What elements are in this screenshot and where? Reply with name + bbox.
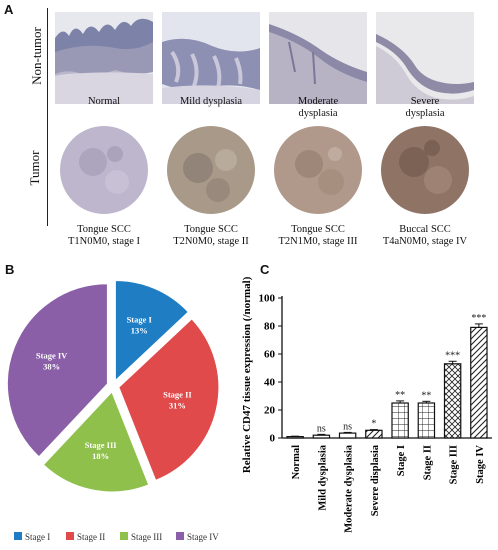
caption-line: T4aN0M0, stage IV — [382, 236, 468, 247]
y-tick-label: 40 — [264, 377, 276, 389]
row-label-divider — [47, 8, 48, 226]
caption-tongue-scc-stage-ii: Tongue SCC T2N0M0, stage II — [153, 224, 269, 248]
legend-swatch — [176, 532, 184, 540]
significance-label: *** — [445, 350, 460, 361]
bar-1 — [286, 436, 304, 439]
significance-label: ** — [395, 390, 405, 401]
micrograph-buccal-scc-stage-iv — [376, 124, 474, 216]
caption-tongue-scc-stage-i: Tongue SCC T1N0M0, stage I — [46, 224, 162, 248]
pie-slice-stage-i — [114, 279, 189, 382]
y-tick-label: 0 — [270, 433, 276, 445]
legend-item: Stage I — [14, 532, 50, 542]
bar-8 — [470, 326, 488, 439]
caption-line: Mild dysplasia — [179, 96, 243, 107]
pie-slice-label: Stage IV — [36, 351, 68, 361]
caption-line: T2N1M0, stage III — [278, 236, 358, 247]
pie-slice-stage-iii — [42, 390, 150, 493]
panel-c-letter: C — [260, 262, 270, 277]
caption-line: dysplasia — [405, 108, 445, 119]
pie-slice-label: Stage II — [163, 389, 192, 399]
y-tick-label: 60 — [264, 349, 276, 361]
micrograph-tongue-scc-stage-ii — [162, 124, 260, 216]
pie-slice-value-label: 18% — [92, 451, 109, 461]
significance-label: ** — [421, 390, 431, 401]
significance-label: ns — [343, 421, 352, 432]
micrograph-mild-dysplasia — [162, 12, 260, 104]
x-tick-label: Stage IV — [475, 445, 486, 484]
bar-5 — [391, 402, 409, 439]
micrograph-moderate-dysplasia — [269, 12, 367, 104]
legend-label: Stage III — [131, 532, 162, 542]
legend-item: Stage II — [66, 532, 105, 542]
caption-severe-dysplasia: Severe dysplasia — [367, 96, 483, 120]
micrograph-tongue-scc-stage-i — [55, 124, 153, 216]
significance-label: ns — [317, 423, 326, 434]
pie-slice-stage-ii — [118, 318, 220, 481]
legend-label: Stage IV — [187, 532, 219, 542]
x-tick-label: Moderate dysplasia — [344, 444, 355, 533]
micrograph-tongue-scc-stage-iii — [269, 124, 367, 216]
pie-slice-label: Stage III — [85, 440, 118, 450]
caption-line: Tongue SCC — [77, 224, 131, 235]
bar-4 — [365, 429, 383, 439]
micrograph-severe-dysplasia — [376, 12, 474, 104]
y-axis-title: Relative CD47 tissue expression (/normal… — [241, 274, 253, 473]
bar-chart: 0 20 40 60 80 100 Relative CD47 tissue express… — [241, 274, 492, 533]
caption-tongue-scc-stage-iii: Tongue SCC T2N1M0, stage III — [260, 224, 376, 248]
caption-buccal-scc-stage-iv: Buccal SCC T4aN0M0, stage IV — [367, 224, 483, 248]
pie-slice-value-label: 38% — [43, 362, 60, 372]
caption-line: Severe — [410, 96, 440, 107]
bar-6 — [417, 402, 436, 439]
caption-line: T2N0M0, stage II — [173, 236, 249, 247]
caption-line: Tongue SCC — [291, 224, 345, 235]
y-tick-label: 20 — [264, 405, 276, 417]
legend-item: Stage III — [120, 532, 162, 542]
x-tick-label: Mild dysplasia — [317, 444, 328, 510]
significance-label: * — [371, 419, 376, 430]
row-label-non-tumor: Non-tumor — [29, 27, 44, 85]
legend-label: Stage I — [25, 532, 50, 542]
caption-line: Tongue SCC — [184, 224, 238, 235]
bar-7 — [443, 363, 462, 439]
x-tick-label: Stage I — [396, 445, 407, 476]
micrograph-normal — [55, 12, 153, 104]
caption-line: Buccal SCC — [399, 224, 451, 235]
row-label-tumor: Tumor — [27, 150, 42, 186]
bar-2 — [312, 434, 331, 439]
panel-a-letter: A — [4, 2, 14, 17]
pie-slice-stage-iv — [6, 283, 108, 458]
legend-swatch — [120, 532, 128, 540]
caption-line: T1N0M0, stage I — [67, 236, 141, 247]
caption-moderate-dysplasia: Moderate dysplasia — [260, 96, 376, 120]
caption-normal: Normal — [46, 96, 162, 108]
caption-line: Normal — [87, 96, 121, 107]
caption-line: Moderate — [297, 96, 339, 107]
legend-label: Stage II — [77, 532, 105, 542]
pie-legend: Stage I Stage II Stage III Stage IV — [14, 532, 219, 542]
legend-swatch — [66, 532, 74, 540]
panel-b-letter: B — [5, 262, 15, 277]
x-tick-label: Severe displasia — [370, 444, 381, 516]
significance-label: *** — [471, 313, 486, 324]
legend-item: Stage IV — [176, 532, 219, 542]
x-tick-label: Stage III — [449, 445, 460, 484]
bar-3 — [338, 432, 357, 439]
y-tick-label: 100 — [259, 293, 276, 305]
pie-slice-value-label: 31% — [169, 400, 186, 410]
caption-mild-dysplasia: Mild dysplasia — [153, 96, 269, 108]
x-tick-label: Normal — [291, 445, 302, 479]
x-tick-label: Stage II — [422, 445, 433, 480]
y-tick-label: 80 — [264, 321, 276, 333]
pie-slice-label: Stage I — [127, 314, 153, 324]
pie-slice-value-label: 13% — [131, 325, 148, 335]
caption-line: dysplasia — [298, 108, 338, 119]
legend-swatch — [14, 532, 22, 540]
